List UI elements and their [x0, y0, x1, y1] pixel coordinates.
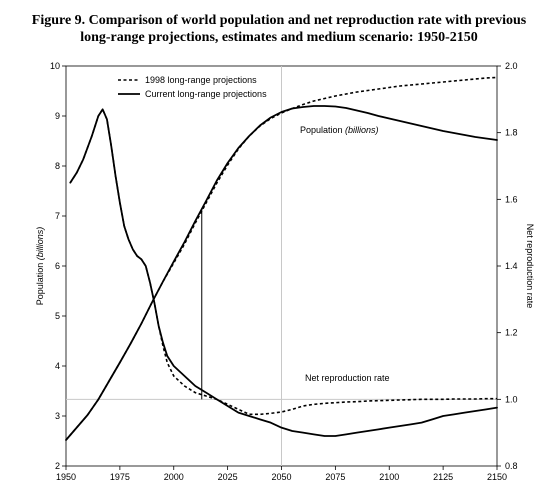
x-tick-label: 2000 [164, 472, 184, 482]
y-left-tick-label: 4 [55, 361, 60, 371]
chart-title-line2: long-range projections, estimates and me… [80, 30, 478, 45]
y-right-tick-label: 1.2 [505, 328, 518, 338]
y-left-tick-label: 7 [55, 211, 60, 221]
y-left-tick-label: 5 [55, 311, 60, 321]
y-left-tick-label: 3 [55, 411, 60, 421]
y-left-tick-label: 6 [55, 261, 60, 271]
x-tick-label: 1975 [110, 472, 130, 482]
y-axis-label-left: Population (billions) [35, 227, 45, 306]
x-tick-label: 2075 [325, 472, 345, 482]
series-lines [65, 76, 498, 441]
reference-lines [66, 66, 497, 466]
chart-title-line1: Figure 9. Comparison of world population… [31, 13, 527, 28]
y-right-tick-label: 1.0 [505, 394, 518, 404]
x-tick-label: 2025 [218, 472, 238, 482]
population-current-line [65, 105, 498, 441]
x-tick-label: 2150 [487, 472, 507, 482]
nrr-1998-line [69, 108, 497, 416]
y-right-tick-label: 2.0 [505, 61, 518, 71]
y-left-tick-label: 8 [55, 161, 60, 171]
nrr-series-label: Net reproduction rate [305, 373, 390, 383]
y-right-tick-label: 0.8 [505, 461, 518, 471]
x-tick-label: 1950 [56, 472, 76, 482]
legend-entry-label: 1998 long-range projections [145, 75, 257, 85]
x-tick-label: 2100 [379, 472, 399, 482]
y-right-tick-label: 1.4 [505, 261, 518, 271]
y-left-tick-label: 2 [55, 461, 60, 471]
nrr-current-line [69, 108, 498, 437]
y-left-tick-label: 10 [50, 61, 60, 71]
legend-entry-label: Current long-range projections [145, 89, 267, 99]
y-axis-label-right: Net reproduction rate [525, 224, 535, 309]
x-tick-label: 2050 [271, 472, 291, 482]
chart-annotations: Population (billions) Net reproduction ra… [300, 125, 390, 383]
y-right-tick-label: 1.6 [505, 194, 518, 204]
axes: 1950 1975 2000 2025 2050 2075 2100 2125 2150 2 3 4 5… [35, 61, 535, 482]
y-right-tick-label: 1.8 [505, 128, 518, 138]
legend: 1998 long-range projections Current long-… [118, 75, 267, 99]
y-left-tick-label: 9 [55, 111, 60, 121]
x-tick-label: 2125 [433, 472, 453, 482]
population-series-label: Population (billions) [300, 125, 379, 135]
